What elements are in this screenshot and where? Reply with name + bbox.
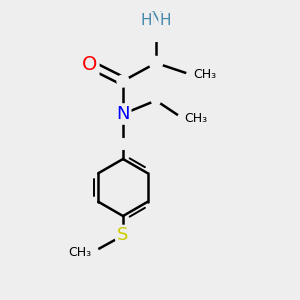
Text: N: N [149,11,163,28]
Text: CH₃: CH₃ [184,112,208,125]
Text: N: N [116,105,130,123]
Circle shape [148,25,164,41]
Text: CH₃: CH₃ [68,245,92,259]
Circle shape [149,56,163,70]
Circle shape [118,139,128,149]
Text: H: H [141,13,152,28]
Circle shape [88,247,98,257]
Text: CH₃: CH₃ [194,68,217,82]
Text: O: O [82,55,98,74]
Circle shape [152,96,160,105]
Circle shape [115,227,131,244]
Circle shape [117,75,129,87]
Circle shape [187,70,197,80]
Circle shape [178,113,188,124]
Text: S: S [117,226,129,244]
Circle shape [116,106,130,122]
Text: H: H [160,13,171,28]
